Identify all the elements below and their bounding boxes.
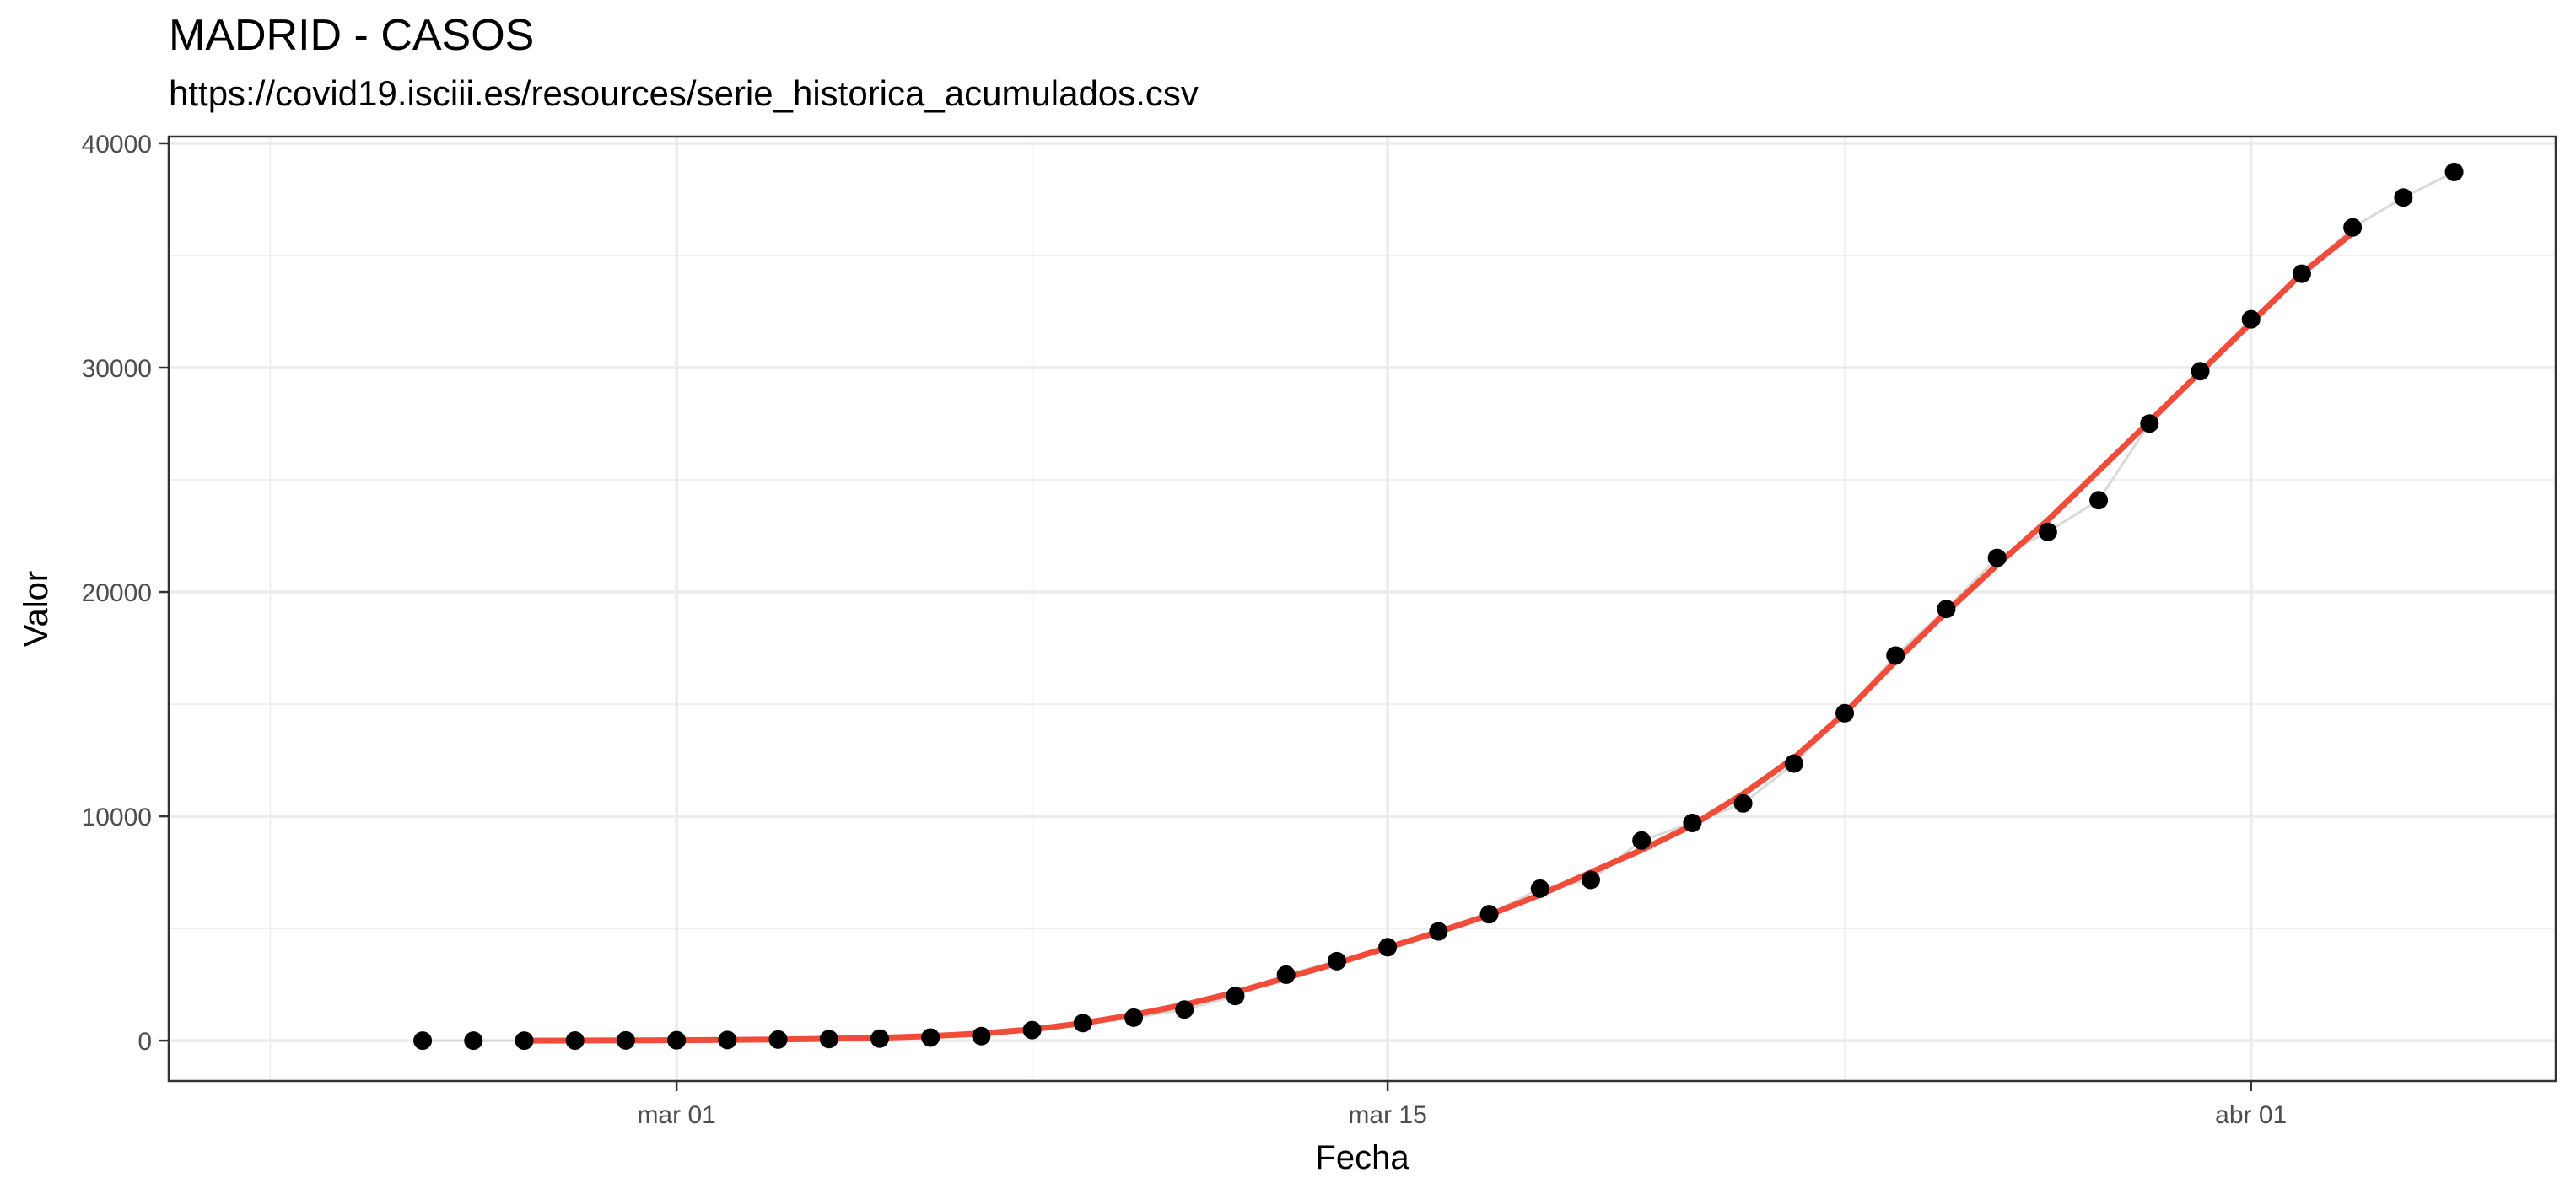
data-point: [1327, 951, 1346, 971]
data-point: [768, 1030, 788, 1049]
x-axis-title: Fecha: [1315, 1139, 1409, 1176]
data-point: [2444, 162, 2464, 181]
data-point: [1073, 1014, 1092, 1033]
y-tick-label: 20000: [82, 579, 152, 607]
data-point: [464, 1031, 483, 1051]
axis-layer: 0 10000 20000 30000 40000 mar 01 mar 15 abr 01: [82, 131, 2288, 1129]
data-point: [1733, 793, 1753, 813]
data-point: [972, 1026, 991, 1046]
data-point: [1886, 646, 1905, 665]
data-point: [2140, 414, 2159, 433]
data-point: [718, 1030, 737, 1050]
data-point: [1632, 831, 1652, 850]
data-point: [1175, 1000, 1194, 1019]
data-point: [1987, 548, 2007, 567]
data-point: [1124, 1008, 1144, 1027]
y-tick-label: 10000: [82, 804, 152, 831]
y-tick-label: 40000: [82, 131, 152, 159]
data-point: [1835, 703, 1855, 723]
data-point: [1937, 600, 1956, 619]
points-connector-line: [423, 170, 2455, 1042]
data-point: [1479, 905, 1499, 924]
minor-gridlines: [169, 137, 2556, 1081]
x-tick-label: mar 01: [637, 1101, 715, 1129]
data-point: [1226, 987, 1245, 1006]
data-point: [921, 1028, 940, 1047]
x-tick-label: mar 15: [1348, 1101, 1426, 1129]
data-point: [819, 1030, 838, 1049]
data-point: [1429, 922, 1448, 941]
data-point: [1378, 938, 1398, 957]
data-point: [1276, 965, 1296, 984]
data-point: [2191, 362, 2210, 381]
data-point: [1581, 870, 1600, 890]
data-point: [515, 1031, 534, 1051]
data-point: [413, 1031, 433, 1051]
chart-subtitle: https://covid19.isciii.es/resources/seri…: [169, 73, 1199, 113]
data-point: [667, 1030, 687, 1050]
data-point: [2394, 188, 2413, 207]
x-tick-label: abr 01: [2215, 1101, 2287, 1129]
series-layer: [413, 162, 2464, 1051]
data-point: [2241, 309, 2261, 329]
data-point: [1683, 814, 1702, 833]
data-point: [616, 1030, 635, 1050]
data-point: [2343, 218, 2363, 237]
data-point: [870, 1029, 889, 1048]
panel-border: [167, 135, 2557, 1083]
y-axis-title: Valor: [18, 571, 55, 647]
data-point: [1022, 1020, 1042, 1040]
smooth-trend-line: [521, 229, 2356, 1044]
data-point: [565, 1031, 585, 1051]
data-point: [1784, 754, 1803, 773]
data-point: [2089, 491, 2109, 510]
data-point: [1530, 879, 1549, 898]
major-gridlines: [169, 137, 2556, 1081]
data-point: [2038, 522, 2057, 541]
y-tick-label: 30000: [82, 355, 152, 383]
y-tick-label: 0: [137, 1028, 152, 1056]
chart-title: MADRID - CASOS: [169, 11, 535, 60]
data-point: [2292, 264, 2311, 283]
